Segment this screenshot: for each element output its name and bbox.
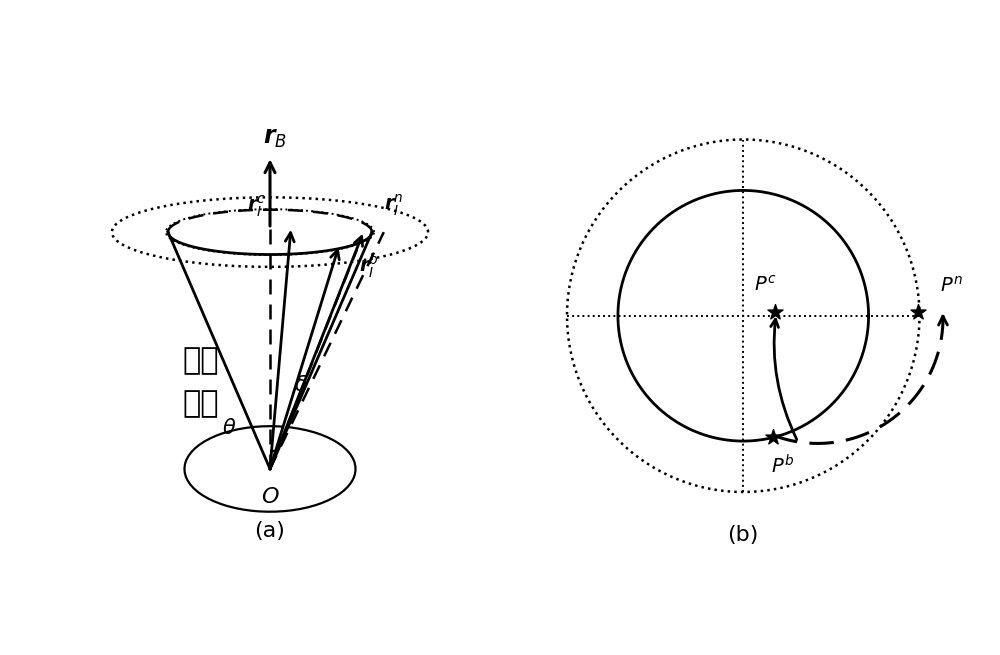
Text: $\boldsymbol{r}_B$: $\boldsymbol{r}_B$: [263, 126, 287, 150]
Text: $P^c$: $P^c$: [754, 274, 776, 295]
Text: $O$: $O$: [261, 487, 279, 508]
Point: [910, 307, 926, 317]
Text: 圆锥: 圆锥: [183, 388, 219, 418]
Text: $\theta$: $\theta$: [222, 418, 236, 438]
Text: $P^b$: $P^b$: [771, 455, 794, 477]
Text: 禁忘: 禁忘: [183, 346, 219, 375]
Text: $\boldsymbol{r}_I^c$: $\boldsymbol{r}_I^c$: [247, 193, 266, 219]
Text: (a): (a): [255, 521, 285, 542]
Text: (b): (b): [728, 525, 759, 545]
Text: $\boldsymbol{r}_I^n$: $\boldsymbol{r}_I^n$: [384, 193, 403, 218]
Point: [765, 432, 781, 442]
Text: $P^n$: $P^n$: [940, 276, 963, 296]
Point: [767, 307, 783, 317]
Text: $\boldsymbol{r}_I^b$: $\boldsymbol{r}_I^b$: [359, 251, 379, 280]
Text: $\delta$: $\delta$: [294, 375, 307, 395]
